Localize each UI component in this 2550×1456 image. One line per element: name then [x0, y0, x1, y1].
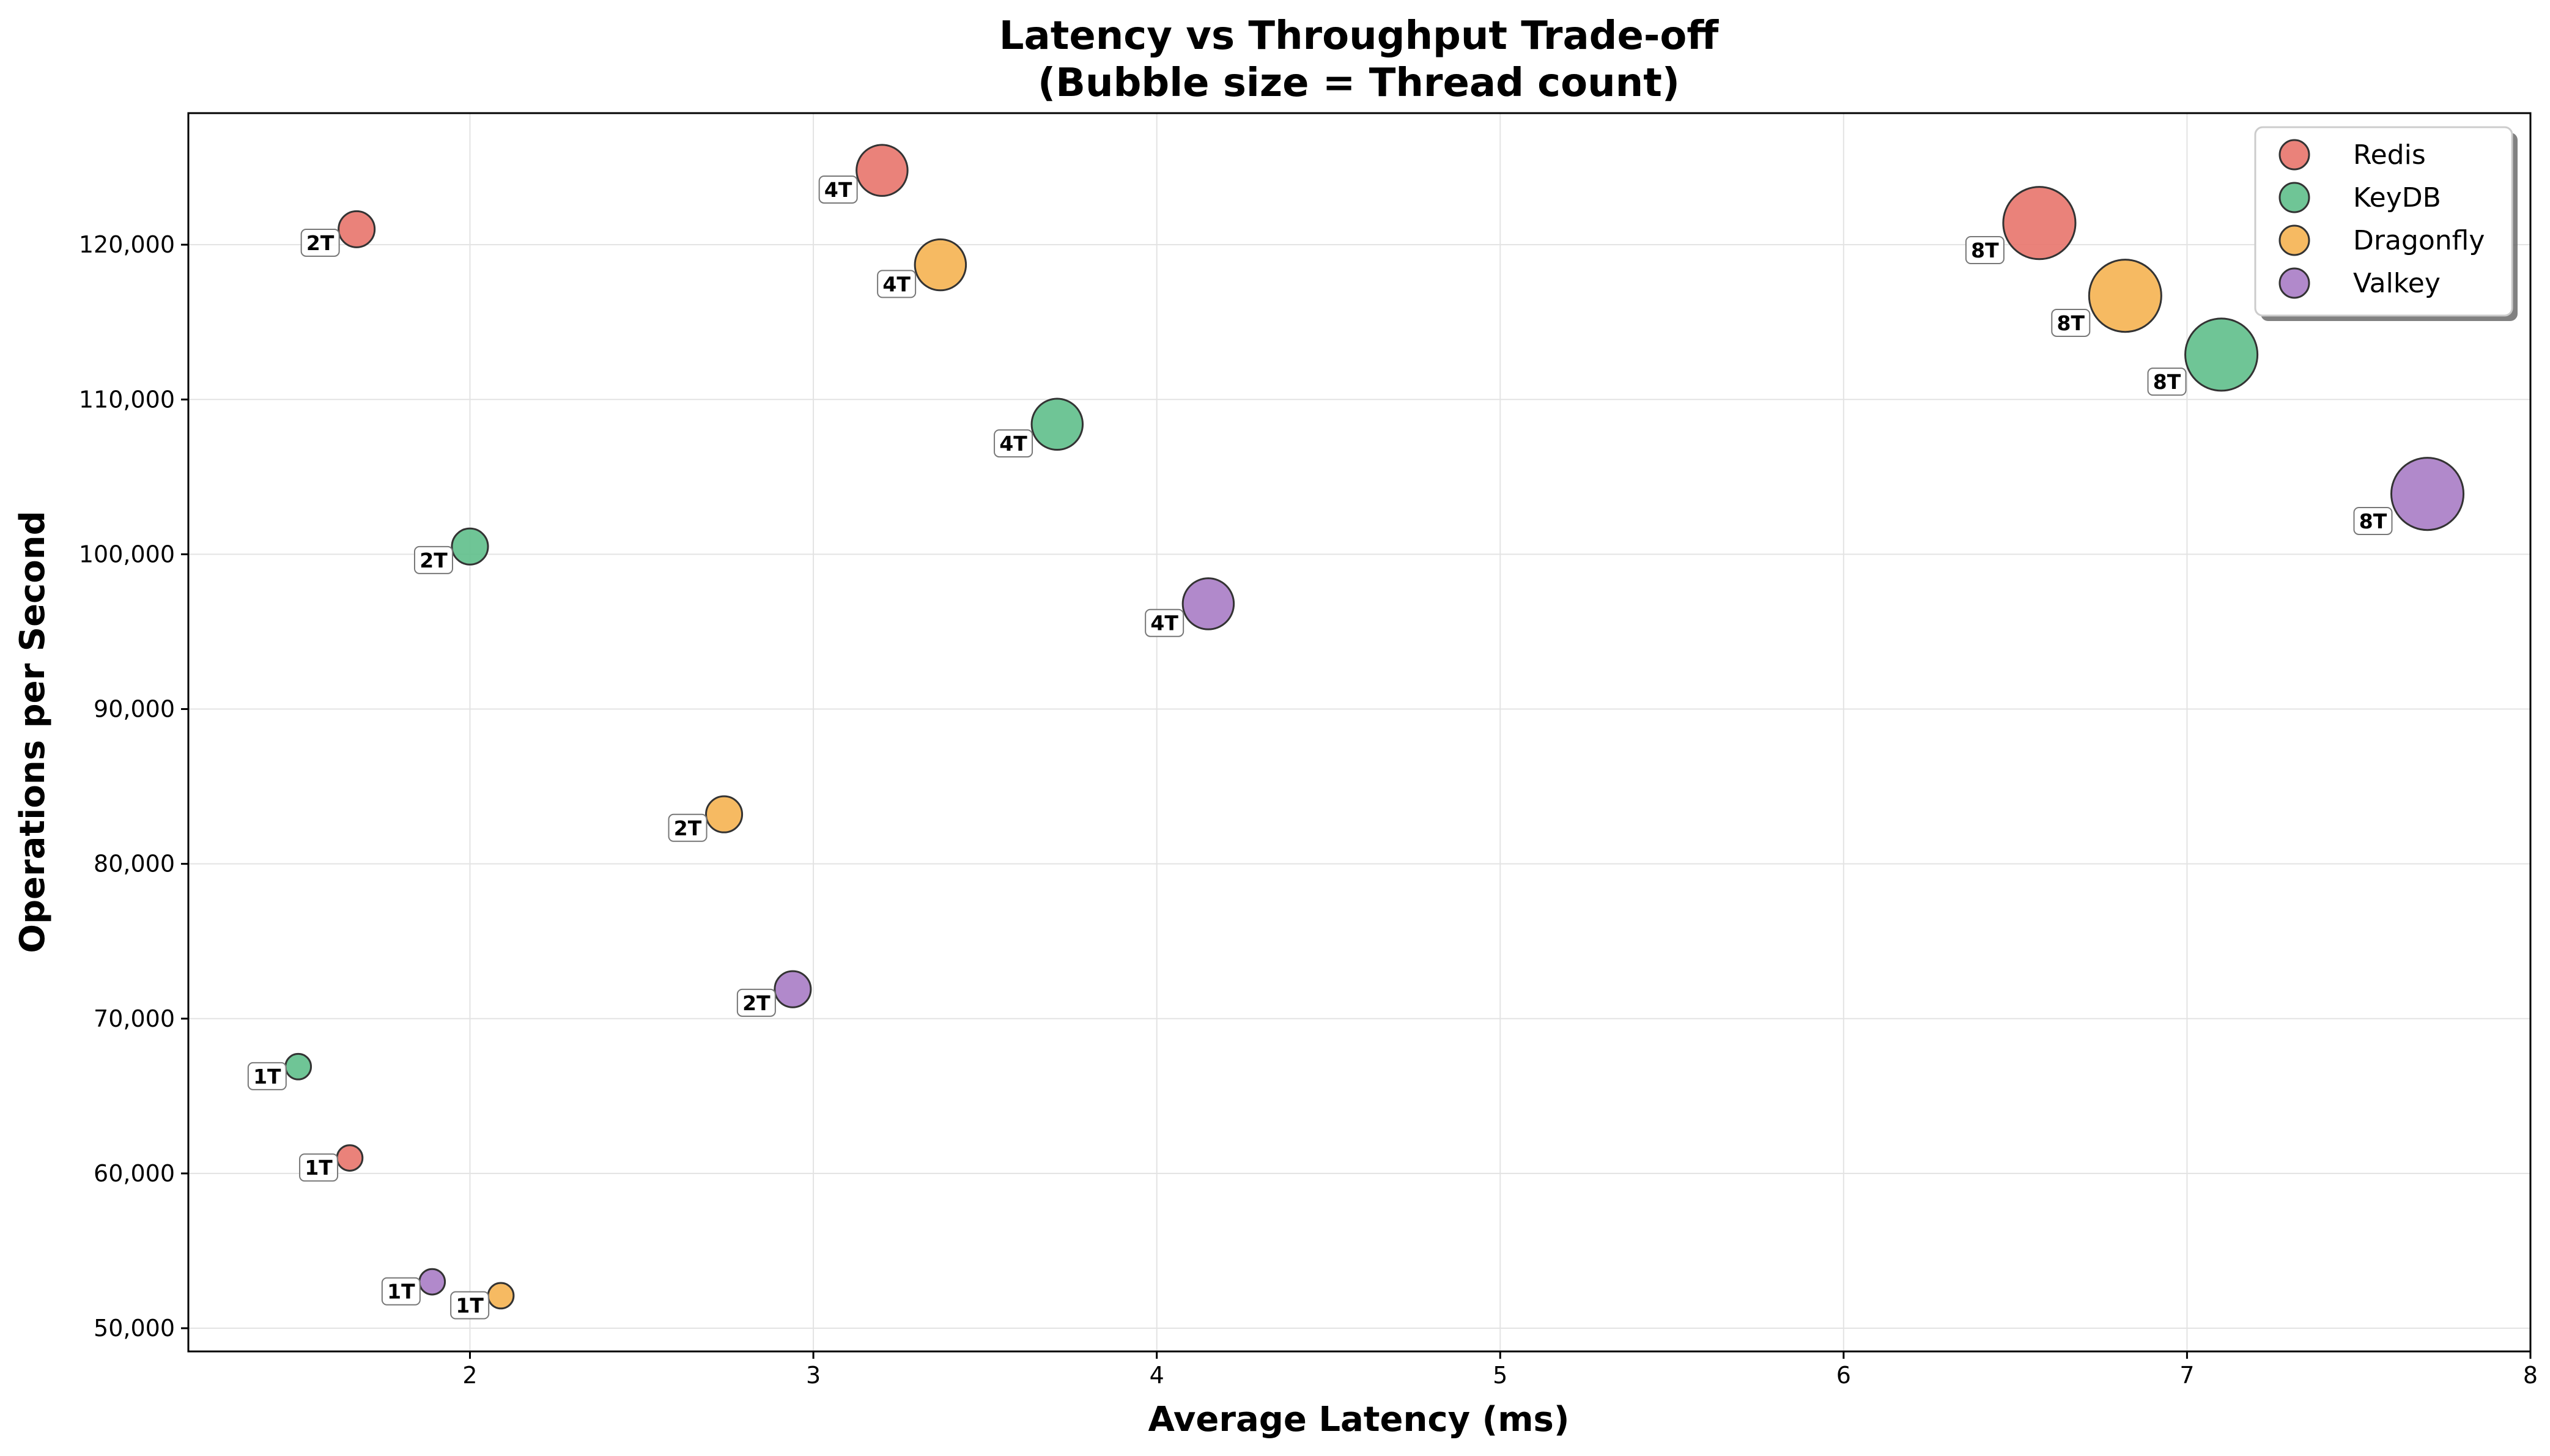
- point-label-box: [877, 270, 917, 298]
- y-tick-label: 70,000: [94, 1005, 175, 1032]
- y-tick-label: 60,000: [94, 1160, 175, 1187]
- point-label-box: [2147, 368, 2187, 396]
- point-label-box: [299, 1153, 339, 1182]
- y-tick-label: 90,000: [94, 696, 175, 723]
- data-point-dragonfly-1t: [487, 1282, 515, 1310]
- x-tick-label: 2: [462, 1362, 477, 1389]
- point-label: 8T: [2153, 370, 2181, 394]
- data-point-valkey-1t: [418, 1268, 446, 1296]
- plot-area-frame: [187, 112, 2532, 1353]
- data-point-keydb-4t: [1030, 397, 1084, 451]
- data-point-dragonfly-8t: [2088, 259, 2162, 333]
- y-tick-label: 80,000: [94, 851, 175, 878]
- data-point-valkey-4t: [1181, 577, 1235, 630]
- x-tick-label: 3: [806, 1362, 821, 1389]
- data-point-valkey-2t: [774, 970, 812, 1008]
- point-label: 4T: [824, 178, 852, 202]
- data-point-dragonfly-4t: [914, 238, 967, 292]
- legend-label-keydb: KeyDB: [2353, 182, 2441, 213]
- data-point-keydb-8t: [2184, 317, 2259, 392]
- point-label: 1T: [387, 1280, 415, 1304]
- point-label: 2T: [674, 816, 702, 840]
- y-tick-label: 110,000: [79, 386, 175, 413]
- point-label-box: [450, 1291, 490, 1320]
- y-tick-label: 120,000: [79, 231, 175, 258]
- data-point-redis-8t: [2002, 186, 2077, 261]
- legend-label-redis: Redis: [2353, 139, 2426, 171]
- point-labels: 1T 2T 4T 8T 1T 2T 4T 8T 1T 2T 4T 8T 1T 2T 4T 8T: [247, 175, 2393, 1320]
- data-point-redis-2t: [338, 210, 376, 248]
- chart-subtitle: (Bubble size = Thread count): [1038, 61, 1680, 106]
- point-label: 1T: [253, 1065, 281, 1088]
- point-label: 1T: [305, 1156, 333, 1180]
- legend-label-dragonfly: Dragonfly: [2353, 225, 2485, 256]
- point-label-box: [2353, 506, 2393, 535]
- point-label: 2T: [742, 991, 771, 1015]
- point-label: 2T: [306, 231, 334, 255]
- point-label-box: [247, 1062, 287, 1090]
- legend: Redis KeyDB Dragonfly Valkey: [2254, 126, 2518, 321]
- x-tick-label: 5: [1493, 1362, 1507, 1389]
- chart-title: Latency vs Throughput Trade-off: [999, 13, 1720, 59]
- legend-marker-redis: [2278, 139, 2310, 171]
- data-point-keydb-2t: [451, 527, 489, 566]
- data-point-dragonfly-2t: [705, 795, 744, 833]
- data-point-keydb-1t: [284, 1052, 312, 1081]
- point-label-box: [381, 1277, 421, 1306]
- data-points: [284, 144, 2465, 1310]
- x-tick-label: 6: [1836, 1362, 1851, 1389]
- axis-ticks: 2 3 4 5 6 7 8 50,000 60,000 70,000 80,000 90,000 100…: [79, 231, 2538, 1389]
- point-label-box: [668, 813, 708, 842]
- point-label: 4T: [882, 272, 911, 296]
- y-tick-label: 50,000: [94, 1315, 175, 1342]
- point-label-box: [300, 228, 340, 257]
- point-label: 8T: [1971, 238, 1999, 262]
- x-tick-label: 7: [2179, 1362, 2194, 1389]
- data-point-redis-4t: [856, 144, 909, 197]
- legend-items: Redis KeyDB Dragonfly Valkey: [2278, 139, 2485, 299]
- point-label-box: [818, 175, 858, 204]
- legend-box: [2254, 126, 2513, 317]
- point-label: 8T: [2359, 509, 2387, 533]
- point-label-box: [413, 545, 453, 574]
- x-axis-label: Average Latency (ms): [1148, 1400, 1570, 1439]
- legend-marker-dragonfly: [2278, 224, 2310, 256]
- legend-marker-valkey: [2278, 267, 2310, 299]
- data-point-redis-1t: [336, 1144, 364, 1172]
- grid-lines: [188, 113, 2531, 1351]
- legend-marker-keydb: [2278, 182, 2310, 213]
- point-label: 4T: [1150, 612, 1178, 635]
- point-label: 8T: [2057, 311, 2085, 335]
- x-tick-label: 4: [1150, 1362, 1164, 1389]
- x-tick-label: 8: [2523, 1362, 2538, 1389]
- y-axis-label: Operations per Second: [13, 511, 53, 953]
- legend-label-valkey: Valkey: [2353, 268, 2441, 299]
- y-tick-label: 100,000: [79, 541, 175, 567]
- point-label-box: [1965, 235, 2005, 264]
- point-label-box: [2051, 308, 2091, 337]
- point-label: 2T: [419, 549, 448, 572]
- point-label-box: [736, 988, 776, 1017]
- point-label: 4T: [999, 432, 1027, 456]
- data-point-valkey-8t: [2390, 457, 2465, 531]
- point-label-box: [1145, 608, 1184, 637]
- point-label: 1T: [456, 1294, 484, 1318]
- point-label-box: [994, 429, 1033, 458]
